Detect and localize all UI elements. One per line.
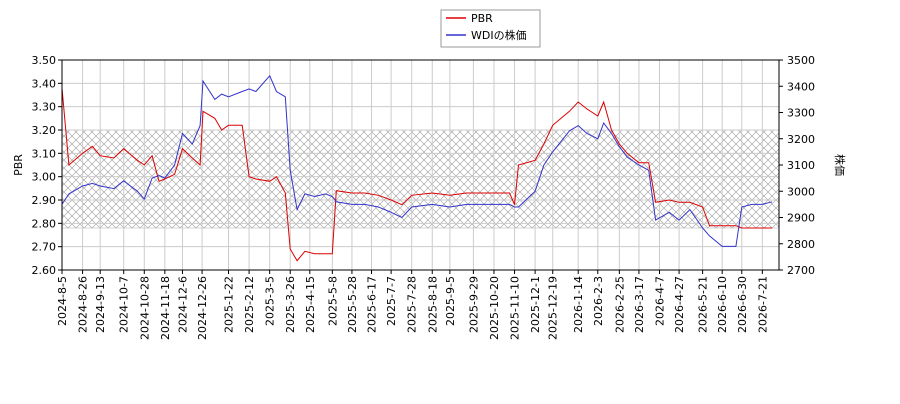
x-tick-label: 2024-8-26 — [77, 276, 90, 333]
y2-axis-label: 株価 — [833, 154, 847, 176]
y2-tick-label: 2900 — [787, 212, 815, 225]
legend-label: WDIの株価 — [471, 28, 527, 42]
y-tick-label: 3.10 — [32, 147, 57, 160]
x-tick-label: 2026-3-17 — [633, 276, 646, 333]
y-tick-label: 3.40 — [32, 77, 57, 90]
y-tick-label: 2.70 — [32, 241, 57, 254]
x-tick-label: 2025-8-18 — [426, 276, 439, 333]
y-tick-label: 3.00 — [32, 171, 57, 184]
y2-tick-label: 3500 — [787, 54, 815, 67]
y2-tick-label: 3400 — [787, 80, 815, 93]
x-tick-label: 2025-6-17 — [366, 276, 379, 333]
y-tick-label: 2.90 — [32, 194, 57, 207]
y2-tick-label: 3300 — [787, 107, 815, 120]
x-tick-label: 2024-10-28 — [138, 276, 151, 340]
x-tick-label: 2026-1-14 — [572, 276, 585, 333]
x-tick-label: 2025-3-26 — [284, 276, 297, 333]
x-tick-label: 2026-5-21 — [697, 276, 710, 333]
y-tick-label: 3.20 — [32, 124, 57, 137]
x-tick-label: 2025-12-19 — [547, 276, 560, 340]
x-tick-label: 2024-8-5 — [56, 276, 69, 326]
x-tick-label: 2025-4-15 — [304, 276, 317, 333]
x-tick-label: 2025-5-28 — [346, 276, 359, 333]
x-tick-label: 2025-1-22 — [223, 276, 236, 333]
x-tick-label: 2025-9-5 — [444, 276, 457, 326]
x-tick-label: 2026-2-3 — [592, 276, 605, 326]
x-tick-label: 2025-11-10 — [509, 276, 522, 340]
x-tick-label: 2024-10-7 — [118, 276, 131, 333]
x-tick-label: 2026-2-25 — [613, 276, 626, 333]
legend-label: PBR — [471, 12, 493, 25]
y-axis-label: PBR — [12, 154, 25, 176]
x-tick-label: 2026-4-7 — [654, 276, 667, 326]
y-tick-label: 3.50 — [32, 54, 57, 67]
x-tick-label: 2024-11-18 — [159, 276, 172, 340]
x-tick-label: 2026-6-30 — [736, 276, 749, 333]
x-tick-label: 2025-5-8 — [326, 276, 339, 326]
x-tick-label: 2024-12-6 — [176, 276, 189, 333]
x-tick-label: 2025-7-28 — [406, 276, 419, 333]
y2-tick-label: 3000 — [787, 185, 815, 198]
x-tick-label: 2025-10-20 — [488, 276, 501, 340]
x-tick-label: 2024-9-13 — [94, 276, 107, 333]
x-tick-label: 2025-12-1 — [529, 276, 542, 333]
y-tick-label: 2.60 — [32, 264, 57, 277]
x-tick-label: 2026-7-21 — [756, 276, 769, 333]
series-line — [61, 74, 773, 247]
x-tick-label: 2025-2-12 — [243, 276, 256, 333]
legend-box — [440, 9, 541, 48]
y-tick-label: 2.80 — [32, 217, 57, 230]
x-tick-label: 2024-12-26 — [196, 276, 209, 340]
x-tick-label: 2025-7-7 — [385, 276, 398, 326]
y2-tick-label: 2700 — [787, 264, 815, 277]
y-tick-label: 3.30 — [32, 101, 57, 114]
x-tick-label: 2026-6-10 — [716, 276, 729, 333]
x-tick-label: 2025-3-5 — [264, 276, 277, 326]
x-tick-label: 2026-4-27 — [673, 276, 686, 333]
shaded-range — [61, 129, 780, 229]
x-tick-label: 2025-9-29 — [467, 276, 480, 333]
y2-tick-label: 3100 — [787, 159, 815, 172]
legend: PBR WDIの株価 — [440, 9, 541, 48]
y2-tick-label: 3200 — [787, 133, 815, 146]
y2-tick-label: 2800 — [787, 238, 815, 251]
series-line — [61, 87, 773, 262]
